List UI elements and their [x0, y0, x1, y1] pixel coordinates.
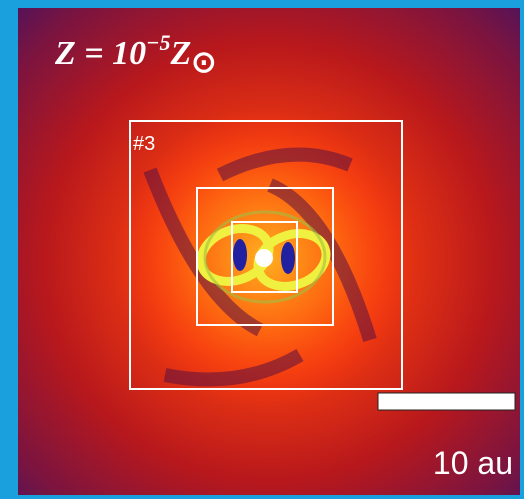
metallicity-label: Z = 10−5Z⊙ — [54, 30, 216, 79]
protostar — [255, 249, 273, 267]
label-base: Z = 10 — [54, 35, 146, 72]
dense-spot — [281, 242, 295, 274]
scale-bar — [377, 392, 516, 411]
zoom-boxes — [129, 120, 403, 390]
scale-label: 10 au — [433, 445, 513, 481]
dense-spot — [233, 239, 247, 271]
label-exponent: −5 — [146, 30, 170, 55]
box-label: #3 — [133, 133, 155, 155]
label-symbol: Z — [170, 35, 192, 72]
figure-eight — [196, 210, 331, 304]
label-subscript: ⊙ — [191, 46, 216, 79]
